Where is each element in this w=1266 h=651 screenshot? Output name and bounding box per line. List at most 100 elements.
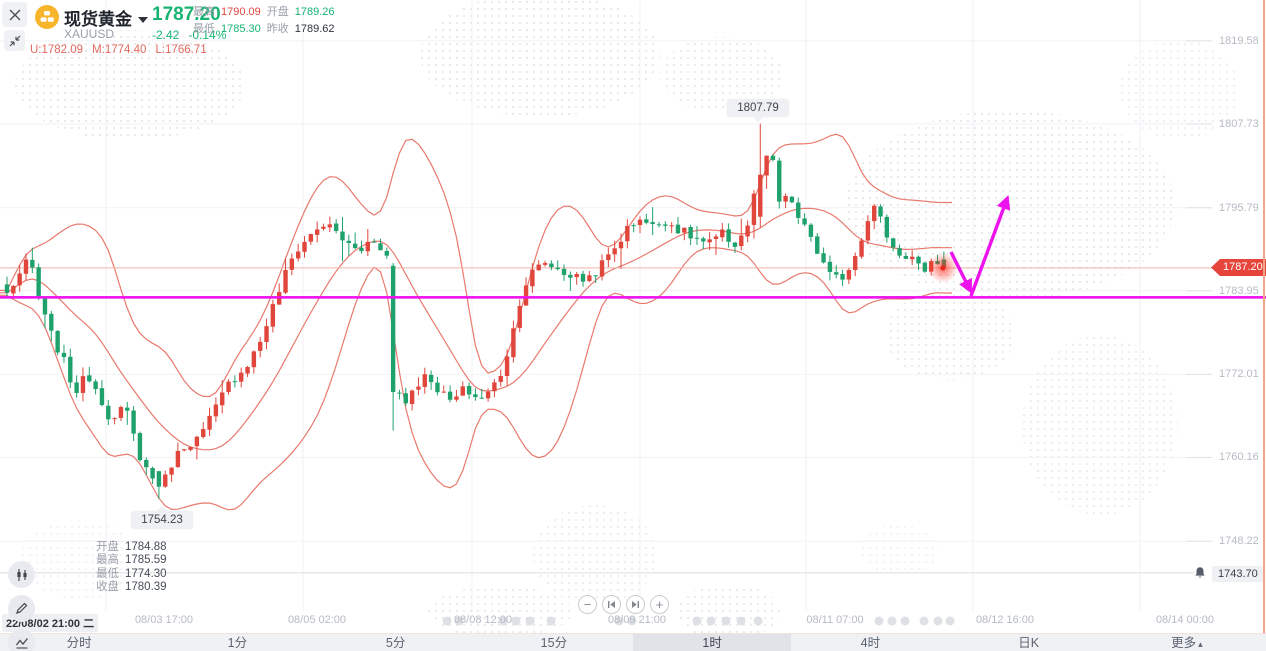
worldmap-dots — [845, 110, 1175, 300]
session-stats: 最高 1790.09 开盘 1789.26 最低 1785.30 昨收 1789… — [193, 6, 335, 36]
draw-tool-button[interactable] — [8, 595, 35, 622]
collapse-button[interactable] — [4, 30, 25, 51]
low-price-callout: 1754.23 — [131, 506, 193, 529]
worldmap-dots — [1120, 40, 1240, 140]
candlestick-style-button[interactable] — [8, 561, 35, 588]
symbol-name[interactable]: 现货黄金 — [64, 5, 148, 30]
x-axis-label: 08/09 21:00 — [607, 614, 667, 626]
worldmap-dots — [533, 505, 657, 605]
chart-nav-controls: − + — [578, 595, 669, 614]
tab-1min[interactable]: 1分 — [158, 634, 316, 651]
tab-time-share[interactable]: 分时 — [0, 634, 158, 651]
tab-label: 1分 — [227, 636, 248, 650]
worldmap-dots — [676, 584, 780, 640]
candles — [4, 123, 947, 500]
timeframe-tabbar: 分时 1分 5分 15分 1时 4时 日K 更多 ▴ — [0, 633, 1266, 651]
worldmap-dots — [1022, 335, 1178, 515]
tab-5min[interactable]: 5分 — [317, 634, 475, 651]
worldmap-dots — [20, 520, 140, 600]
worldmap-dots — [15, 30, 245, 140]
stat-value-high: 1790.09 — [221, 6, 261, 18]
price-alert-badge[interactable]: 1743.70 — [1212, 566, 1264, 582]
boll-lower-line — [0, 247, 952, 511]
zoom-out-button[interactable]: − — [578, 595, 597, 614]
plus-icon: + — [655, 597, 664, 612]
zoom-in-button[interactable]: + — [650, 595, 669, 614]
time-axis[interactable]: 22/08/02 21:00 二 08/03 17:00 08/05 02:00 08… — [0, 614, 1266, 632]
tab-label: 日K — [1018, 636, 1040, 650]
worldmap-dots — [885, 290, 1015, 380]
bollinger-legend: U:1782.09 M:1774.40 L:1766.71 — [30, 44, 207, 56]
x-axis-label: 08/03 17:00 — [134, 614, 194, 626]
worldmap-dots — [420, 0, 660, 117]
skip-back-icon — [608, 601, 615, 608]
boll-middle-line — [0, 207, 952, 451]
x-axis-label: 08/08 12:00 — [453, 614, 513, 626]
boll-middle-value: M:1774.40 — [92, 44, 147, 56]
stat-label-open: 开盘 — [266, 6, 289, 18]
line-chart-icon — [15, 637, 28, 649]
ohlc-open-row: 开盘 1784.88 — [96, 541, 167, 553]
boll-upper-value: U:1782.09 — [30, 44, 84, 56]
tab-label: 15分 — [540, 636, 568, 650]
symbol-code: XAUUSD — [64, 27, 115, 41]
tab-daily[interactable]: 日K — [950, 634, 1108, 651]
tab-label: 分时 — [66, 636, 92, 650]
tab-label: 更多 — [1171, 636, 1197, 650]
stat-value-prev-close: 1789.62 — [294, 23, 335, 35]
close-icon — [9, 9, 20, 20]
tab-label: 1时 — [702, 636, 722, 650]
x-axis-label: 08/12 16:00 — [975, 614, 1035, 626]
last-price: 1787.20 — [152, 4, 221, 25]
stat-value-low: 1785.30 — [221, 23, 261, 35]
x-axis-label: 08/05 02:00 — [287, 614, 347, 626]
alert-bell-icon[interactable] — [1193, 566, 1208, 581]
support-line[interactable] — [0, 296, 1266, 299]
active-window-border — [1263, 0, 1265, 651]
step-forward-button[interactable] — [626, 595, 645, 614]
pencil-icon — [16, 602, 28, 614]
gold-coin-glyph — [40, 11, 54, 22]
ohlc-close-row: 收盘 1780.39 — [96, 581, 167, 594]
y-axis-label: 1819.58 — [1219, 34, 1259, 47]
x-axis-label: 08/11 07:00 — [806, 614, 864, 626]
y-axis-label: 1772.01 — [1219, 368, 1259, 381]
y-axis-label: 1795.79 — [1219, 201, 1259, 214]
up-arrow-annotation[interactable] — [969, 194, 1011, 297]
stat-value-open: 1789.26 — [294, 6, 335, 18]
price-change: -2.42 -0.14% — [152, 28, 226, 42]
tab-4hour[interactable]: 4时 — [791, 634, 949, 651]
close-button[interactable] — [2, 2, 27, 27]
skip-forward-icon — [632, 601, 639, 608]
tab-label: 5分 — [385, 636, 406, 650]
y-axis-label: 1760.16 — [1219, 451, 1259, 464]
change-value: -2.42 — [152, 28, 180, 42]
ohlc-tooltip: 开盘 1784.88 最高 1785.59 最低 1774.30 收盘 1780.39 — [96, 541, 167, 595]
x-axis-label: 08/14 00:00 — [1155, 614, 1215, 626]
step-back-button[interactable] — [602, 595, 621, 614]
y-axis-label: 1748.22 — [1219, 535, 1259, 548]
stat-label-low: 最低 — [193, 23, 215, 35]
tab-15min[interactable]: 15分 — [475, 634, 633, 651]
tab-1hour[interactable]: 1时 — [633, 634, 792, 651]
chevron-up-icon: ▴ — [1198, 639, 1203, 649]
candlestick-icon — [16, 568, 27, 581]
ohlc-high-row: 最高 1785.59 — [96, 554, 167, 567]
minus-icon: − — [583, 597, 592, 612]
tab-more[interactable]: 更多 ▴ — [1108, 634, 1266, 651]
instrument-logo-icon — [35, 5, 59, 29]
stat-label-prev-close: 昨收 — [266, 23, 289, 35]
collapse-arrows-icon — [9, 35, 20, 46]
line-chart-style-button[interactable] — [8, 629, 35, 651]
change-percent: -0.14% — [188, 28, 227, 42]
down-arrow-annotation[interactable] — [949, 251, 972, 294]
ohlc-low-row: 最低 1774.30 — [96, 567, 167, 580]
current-price-badge: 1787.20 — [1211, 259, 1266, 276]
y-axis-label: 1807.73 — [1219, 118, 1259, 130]
symbol-name-text: 现货黄金 — [64, 10, 132, 29]
high-price-callout: 1807.79 — [727, 99, 789, 122]
tab-label: 4时 — [860, 636, 881, 650]
worldmap-dots — [428, 586, 572, 638]
